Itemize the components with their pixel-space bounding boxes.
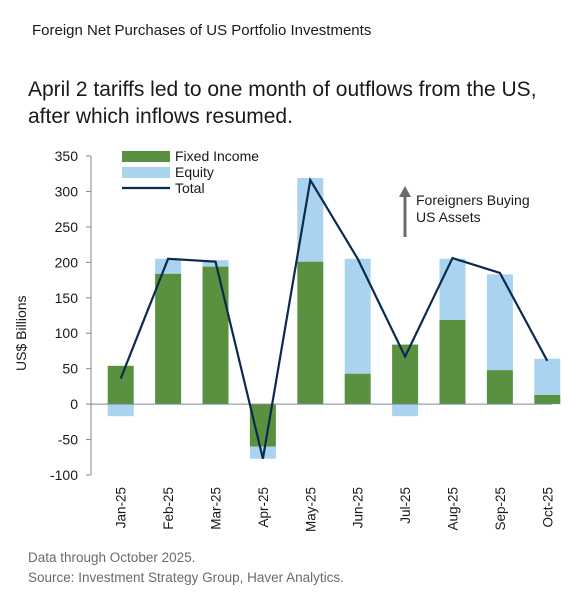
- legend-swatch-equity: [122, 167, 170, 178]
- footer: Data through October 2025. Source: Inves…: [28, 548, 344, 588]
- x-tick-label: May-25: [303, 487, 318, 532]
- bar-fixed-income-jan-25: [107, 365, 134, 405]
- bar-fixed-income-jun-25: [344, 373, 371, 405]
- data-note: Data through October 2025.: [28, 550, 196, 565]
- legend-label-equity: Equity: [175, 164, 214, 180]
- y-tick-label: -50: [58, 432, 78, 448]
- total-line-layer: [119, 176, 549, 459]
- total-line: [119, 176, 549, 459]
- y-tick-label: 350: [55, 148, 79, 164]
- stacked-bar-chart: -100 -50 0 50 100 150 200 250 300 350 Jan-25 Feb-25…: [13, 148, 561, 532]
- x-tick-label: Jul-25: [398, 487, 413, 524]
- y-tick-label: 0: [70, 396, 78, 412]
- up-arrow-icon: [399, 186, 411, 197]
- bar-fixed-income-oct-25: [534, 394, 561, 405]
- bar-fixed-income-mar-25: [202, 266, 229, 405]
- x-tick-label: Mar-25: [209, 487, 224, 530]
- x-tick-label: Jun-25: [351, 487, 366, 528]
- bar-fixed-income-sep-25: [486, 370, 513, 405]
- y-tick-label: 250: [55, 219, 79, 235]
- bar-equity-feb-25: [155, 258, 182, 274]
- legend-label-total: Total: [175, 180, 205, 196]
- annotation-line-1: Foreigners Buying: [416, 192, 530, 208]
- bar-equity-aug-25: [439, 258, 466, 320]
- chart-headline: April 2 tariffs led to one month of outf…: [28, 78, 537, 128]
- x-tick-label: Sep-25: [493, 487, 508, 531]
- bar-equity-oct-25: [534, 358, 561, 395]
- y-tick-label: 150: [55, 290, 79, 306]
- y-tick-label: -100: [50, 467, 78, 483]
- x-tick-label: Apr-25: [256, 487, 271, 528]
- y-tick-label: 300: [55, 183, 79, 199]
- bar-fixed-income-aug-25: [439, 319, 466, 405]
- source-note: Source: Investment Strategy Group, Haver…: [28, 570, 344, 585]
- y-tick-label: 200: [55, 254, 79, 270]
- bar-equity-may-25: [297, 177, 324, 262]
- x-tick-label: Aug-25: [446, 487, 461, 531]
- bar-equity-jan-25: [107, 404, 134, 417]
- y-tick-label: 50: [62, 361, 78, 377]
- x-tick-label: Oct-25: [540, 487, 555, 528]
- legend-label-fixed-income: Fixed Income: [175, 148, 259, 164]
- annotation-line-2: US Assets: [416, 209, 481, 225]
- axis-layer: -100 -50 0 50 100 150 200 250 300 350 Jan-25 Feb-25…: [13, 148, 555, 532]
- y-axis-title: US$ Billions: [13, 295, 29, 370]
- bar-equity-jul-25: [392, 404, 419, 417]
- bar-fixed-income-may-25: [297, 261, 324, 405]
- bar-fixed-income-feb-25: [155, 273, 182, 405]
- x-tick-label: Jan-25: [114, 487, 129, 528]
- legend-swatch-fixed-income: [122, 151, 170, 162]
- y-tick-label: 100: [55, 325, 79, 341]
- chart-kicker: Foreign Net Purchases of US Portfolio In…: [32, 22, 372, 39]
- bar-fixed-income-jul-25: [392, 344, 419, 405]
- x-tick-label: Feb-25: [161, 487, 176, 530]
